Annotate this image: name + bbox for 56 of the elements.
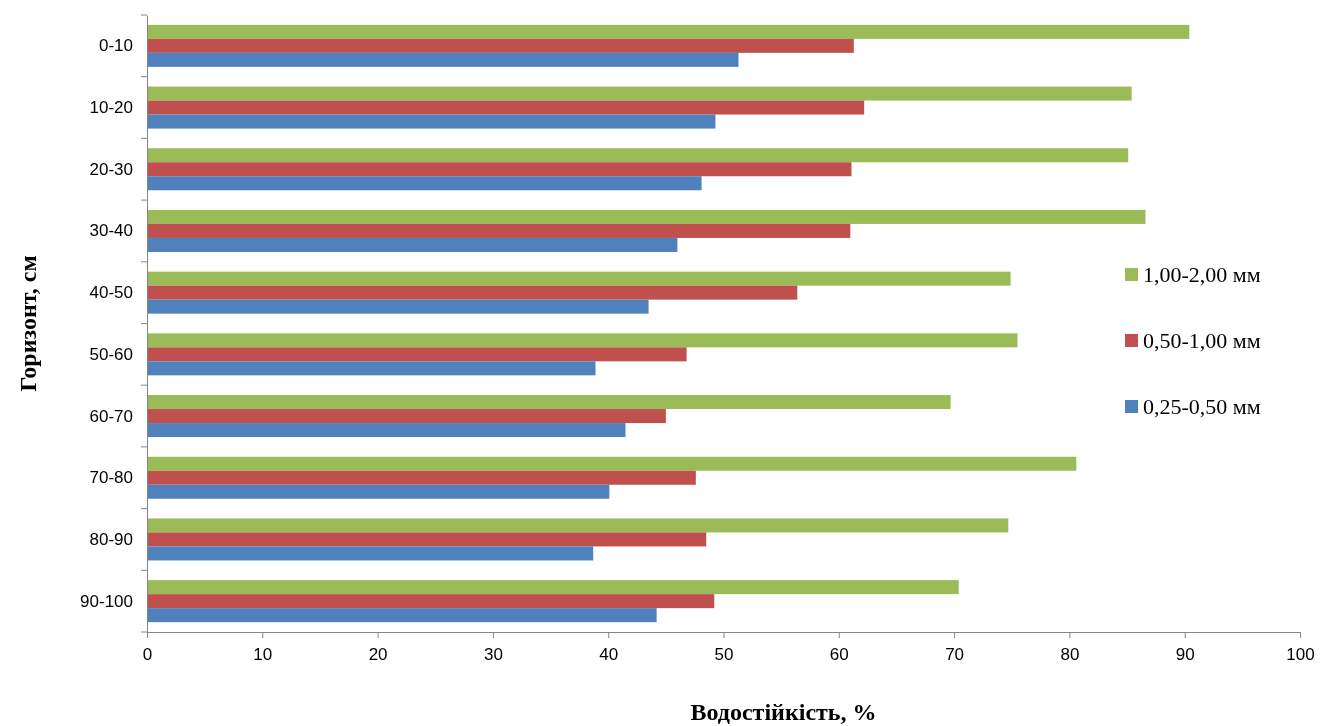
y-tick-label: 60-70	[89, 406, 133, 426]
x-tick-label: 20	[368, 644, 388, 664]
bar	[147, 333, 1018, 348]
y-axis-title: Горизонт, см	[15, 255, 41, 392]
legend-label: 0,50-1,00 мм	[1143, 328, 1261, 353]
x-axis-title: Водостійкість, %	[690, 699, 877, 725]
y-tick-label: 40-50	[89, 283, 133, 303]
bar	[147, 299, 649, 314]
x-tick-label: 90	[1175, 644, 1195, 664]
x-tick-label: 70	[945, 644, 965, 664]
bar	[147, 209, 1146, 224]
bar	[147, 271, 1011, 286]
y-tick-label: 20-30	[89, 159, 133, 179]
bar	[147, 608, 657, 623]
bar	[147, 423, 626, 438]
bar	[147, 100, 865, 115]
bar	[147, 162, 852, 177]
bar	[147, 38, 854, 53]
bar	[147, 176, 702, 191]
legend-label: 0,25-0,50 мм	[1143, 394, 1261, 419]
bar	[147, 86, 1132, 101]
x-tick-label: 10	[253, 644, 273, 664]
bar	[147, 546, 594, 561]
x-tick-label: 30	[483, 644, 503, 664]
y-tick-label: 50-60	[89, 344, 133, 364]
y-tick-label: 10-20	[89, 97, 133, 117]
bar	[147, 594, 715, 609]
x-tick-label: 60	[829, 644, 849, 664]
x-tick-label: 80	[1060, 644, 1080, 664]
y-tick-label: 70-80	[89, 468, 133, 488]
x-tick-label: 100	[1286, 644, 1315, 664]
bar	[147, 409, 666, 424]
bar	[147, 361, 596, 376]
bar	[147, 395, 951, 410]
y-tick-label: 80-90	[89, 529, 133, 549]
bar	[147, 285, 798, 300]
x-tick-label: 50	[714, 644, 734, 664]
bar	[147, 470, 696, 485]
bar	[147, 237, 678, 252]
y-tick-label: 30-40	[89, 221, 133, 241]
bar	[147, 148, 1129, 163]
y-tick-label: 0-10	[98, 36, 133, 56]
bar	[147, 114, 716, 129]
bar	[147, 24, 1190, 39]
bar	[147, 223, 851, 238]
bar	[147, 580, 959, 595]
legend-label: 1,00-2,00 мм	[1143, 262, 1261, 287]
bar	[147, 518, 1009, 533]
x-tick-label: 40	[599, 644, 619, 664]
x-tick-label: 0	[142, 644, 153, 664]
bar	[147, 532, 707, 547]
bar	[147, 347, 687, 362]
bar	[147, 484, 610, 499]
bar	[147, 52, 739, 67]
y-tick-label: 90-100	[80, 591, 133, 611]
bar	[147, 456, 1077, 471]
